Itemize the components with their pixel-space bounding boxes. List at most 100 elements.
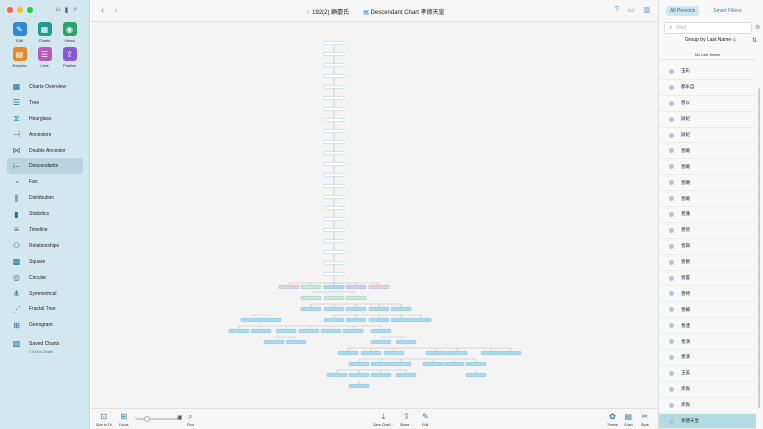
list-item[interactable]: 善繼 <box>659 143 756 160</box>
sidebar-item-statistics[interactable]: ▮ Statistics <box>7 206 83 222</box>
minimize-window-button[interactable] <box>17 7 23 13</box>
filter-options-icon[interactable]: ⚙ <box>755 25 761 31</box>
tree-node[interactable] <box>370 373 392 378</box>
theme-button[interactable]: ✿ Theme <box>607 412 618 427</box>
sidebar-item-double-ancestor[interactable]: ⋈ Double Ancestor <box>12 146 66 155</box>
size-to-fit-button[interactable]: ⊡ Size to Fit <box>96 412 112 427</box>
tree-node[interactable] <box>323 183 345 188</box>
tree-node[interactable] <box>323 260 345 265</box>
list-item[interactable]: 都牟自 <box>659 80 756 96</box>
tree-node[interactable] <box>370 340 392 345</box>
tree-node[interactable] <box>323 74 345 79</box>
tree-node[interactable] <box>348 384 370 389</box>
zoom-window-button[interactable] <box>27 7 33 13</box>
tree-node[interactable] <box>323 307 345 312</box>
publish-button[interactable]: ⇪ Publish <box>57 47 82 68</box>
list-item[interactable]: 善演 <box>659 350 756 366</box>
tag-icon[interactable]: ⌑ <box>56 7 60 14</box>
list-item[interactable]: 屏紀 <box>659 128 756 144</box>
tree-node[interactable] <box>260 318 282 323</box>
zoom-out-icon[interactable]: ▫ <box>135 415 137 421</box>
tree-node[interactable] <box>285 340 307 345</box>
tree-node[interactable] <box>323 227 345 232</box>
tree-node[interactable] <box>323 238 345 243</box>
zoom-slider[interactable] <box>136 416 181 422</box>
list-item[interactable]: 善演 <box>659 334 756 351</box>
sidebar-toggle-icon[interactable]: ▥ <box>643 7 650 14</box>
tree-node[interactable] <box>368 307 390 312</box>
tree-node[interactable] <box>410 318 432 323</box>
persons-scrollbar[interactable] <box>758 88 760 408</box>
tree-node[interactable] <box>323 285 345 290</box>
tree-node[interactable] <box>250 329 272 334</box>
tree-node[interactable] <box>275 329 297 334</box>
tree-node[interactable] <box>323 161 345 166</box>
zoom-slider-knob[interactable] <box>144 416 150 422</box>
search-icon[interactable]: ⌕ <box>73 6 78 13</box>
tree-node[interactable] <box>323 63 345 68</box>
tree-node[interactable] <box>300 285 322 290</box>
tree-node[interactable] <box>298 329 320 334</box>
sidebar-item-descendants[interactable]: ⊢ Descendants <box>7 158 83 175</box>
tree-node[interactable] <box>323 41 345 46</box>
tree-node[interactable] <box>320 329 342 334</box>
tree-node[interactable] <box>323 271 345 276</box>
tree-node[interactable] <box>228 329 250 334</box>
sidebar-item-charts-overview[interactable]: ▦ Charts Overview <box>12 82 66 92</box>
tree-node[interactable] <box>342 329 364 334</box>
list-item[interactable]: 玉美 <box>659 366 756 382</box>
list-item[interactable]: 善蓮 <box>659 207 756 223</box>
reports-button[interactable]: ▤ Reports <box>7 47 32 68</box>
tree-node[interactable] <box>323 194 345 199</box>
tree-node[interactable] <box>348 362 370 367</box>
window-icon[interactable]: ▭ <box>627 7 635 14</box>
tree-node[interactable] <box>443 362 465 367</box>
sidebar-item-tree[interactable]: ☰ Tree <box>12 98 40 108</box>
sidebar-item-fractal-tree[interactable]: ⋰ Fractal Tree <box>12 304 56 314</box>
list-item[interactable]: 善連 <box>659 318 756 335</box>
tree-node[interactable] <box>360 351 382 356</box>
list-item[interactable]: 善爵 <box>659 255 756 271</box>
tree-node[interactable] <box>323 296 345 301</box>
tree-node[interactable] <box>425 351 447 356</box>
tree-node[interactable] <box>500 351 522 356</box>
sort-icon[interactable]: ⇅ <box>752 38 758 44</box>
tree-node[interactable] <box>370 329 392 334</box>
tree-node[interactable] <box>390 318 412 323</box>
tree-node[interactable] <box>323 172 345 177</box>
tree-node[interactable] <box>480 351 502 356</box>
list-item[interactable]: 屏紀 <box>659 112 756 128</box>
save-chart-button[interactable]: ⤓ Save Chart… <box>373 412 395 427</box>
style-button[interactable]: ✂ Style <box>641 412 649 427</box>
tree-node[interactable] <box>370 362 392 367</box>
tree-node[interactable] <box>323 216 345 221</box>
tree-node[interactable] <box>465 362 487 367</box>
list-item[interactable]: 善特 <box>659 286 756 303</box>
sidebar-item-hourglass[interactable]: ⧖ Hourglass <box>13 114 52 124</box>
tree-node[interactable] <box>323 117 345 122</box>
tree-node[interactable] <box>323 95 345 100</box>
sidebar-item-ancestors[interactable]: ⊣ Ancestors <box>13 130 52 140</box>
descendant-tree[interactable] <box>91 22 658 408</box>
tree-node[interactable] <box>395 373 417 378</box>
tree-node[interactable] <box>465 373 487 378</box>
list-item[interactable]: 善輔 <box>659 302 756 319</box>
chart-canvas[interactable] <box>91 22 658 408</box>
tree-node[interactable] <box>300 296 322 301</box>
charts-button[interactable]: ▦ Charts <box>32 22 57 43</box>
tree-node[interactable] <box>323 85 345 90</box>
sidebar-item-timeline[interactable]: ≡ Timeline <box>7 222 83 238</box>
tree-node[interactable] <box>323 139 345 144</box>
tree-node[interactable] <box>323 205 345 210</box>
smart-filters-tab[interactable]: Smart Filters <box>713 8 742 14</box>
list-item[interactable]: 善繼 <box>659 191 756 208</box>
tree-node[interactable] <box>323 318 345 323</box>
list-item[interactable]: 善置 <box>659 271 756 287</box>
sidebar-item-relationships[interactable]: ⚇ Relationships <box>12 241 60 251</box>
list-item[interactable]: 玉彩 <box>659 64 756 80</box>
chevron-right-icon[interactable]: › <box>114 5 118 15</box>
tree-node[interactable] <box>278 285 300 290</box>
tree-node[interactable] <box>240 318 262 323</box>
list-item[interactable]: 善以 <box>659 96 756 112</box>
tree-node[interactable] <box>345 285 367 290</box>
